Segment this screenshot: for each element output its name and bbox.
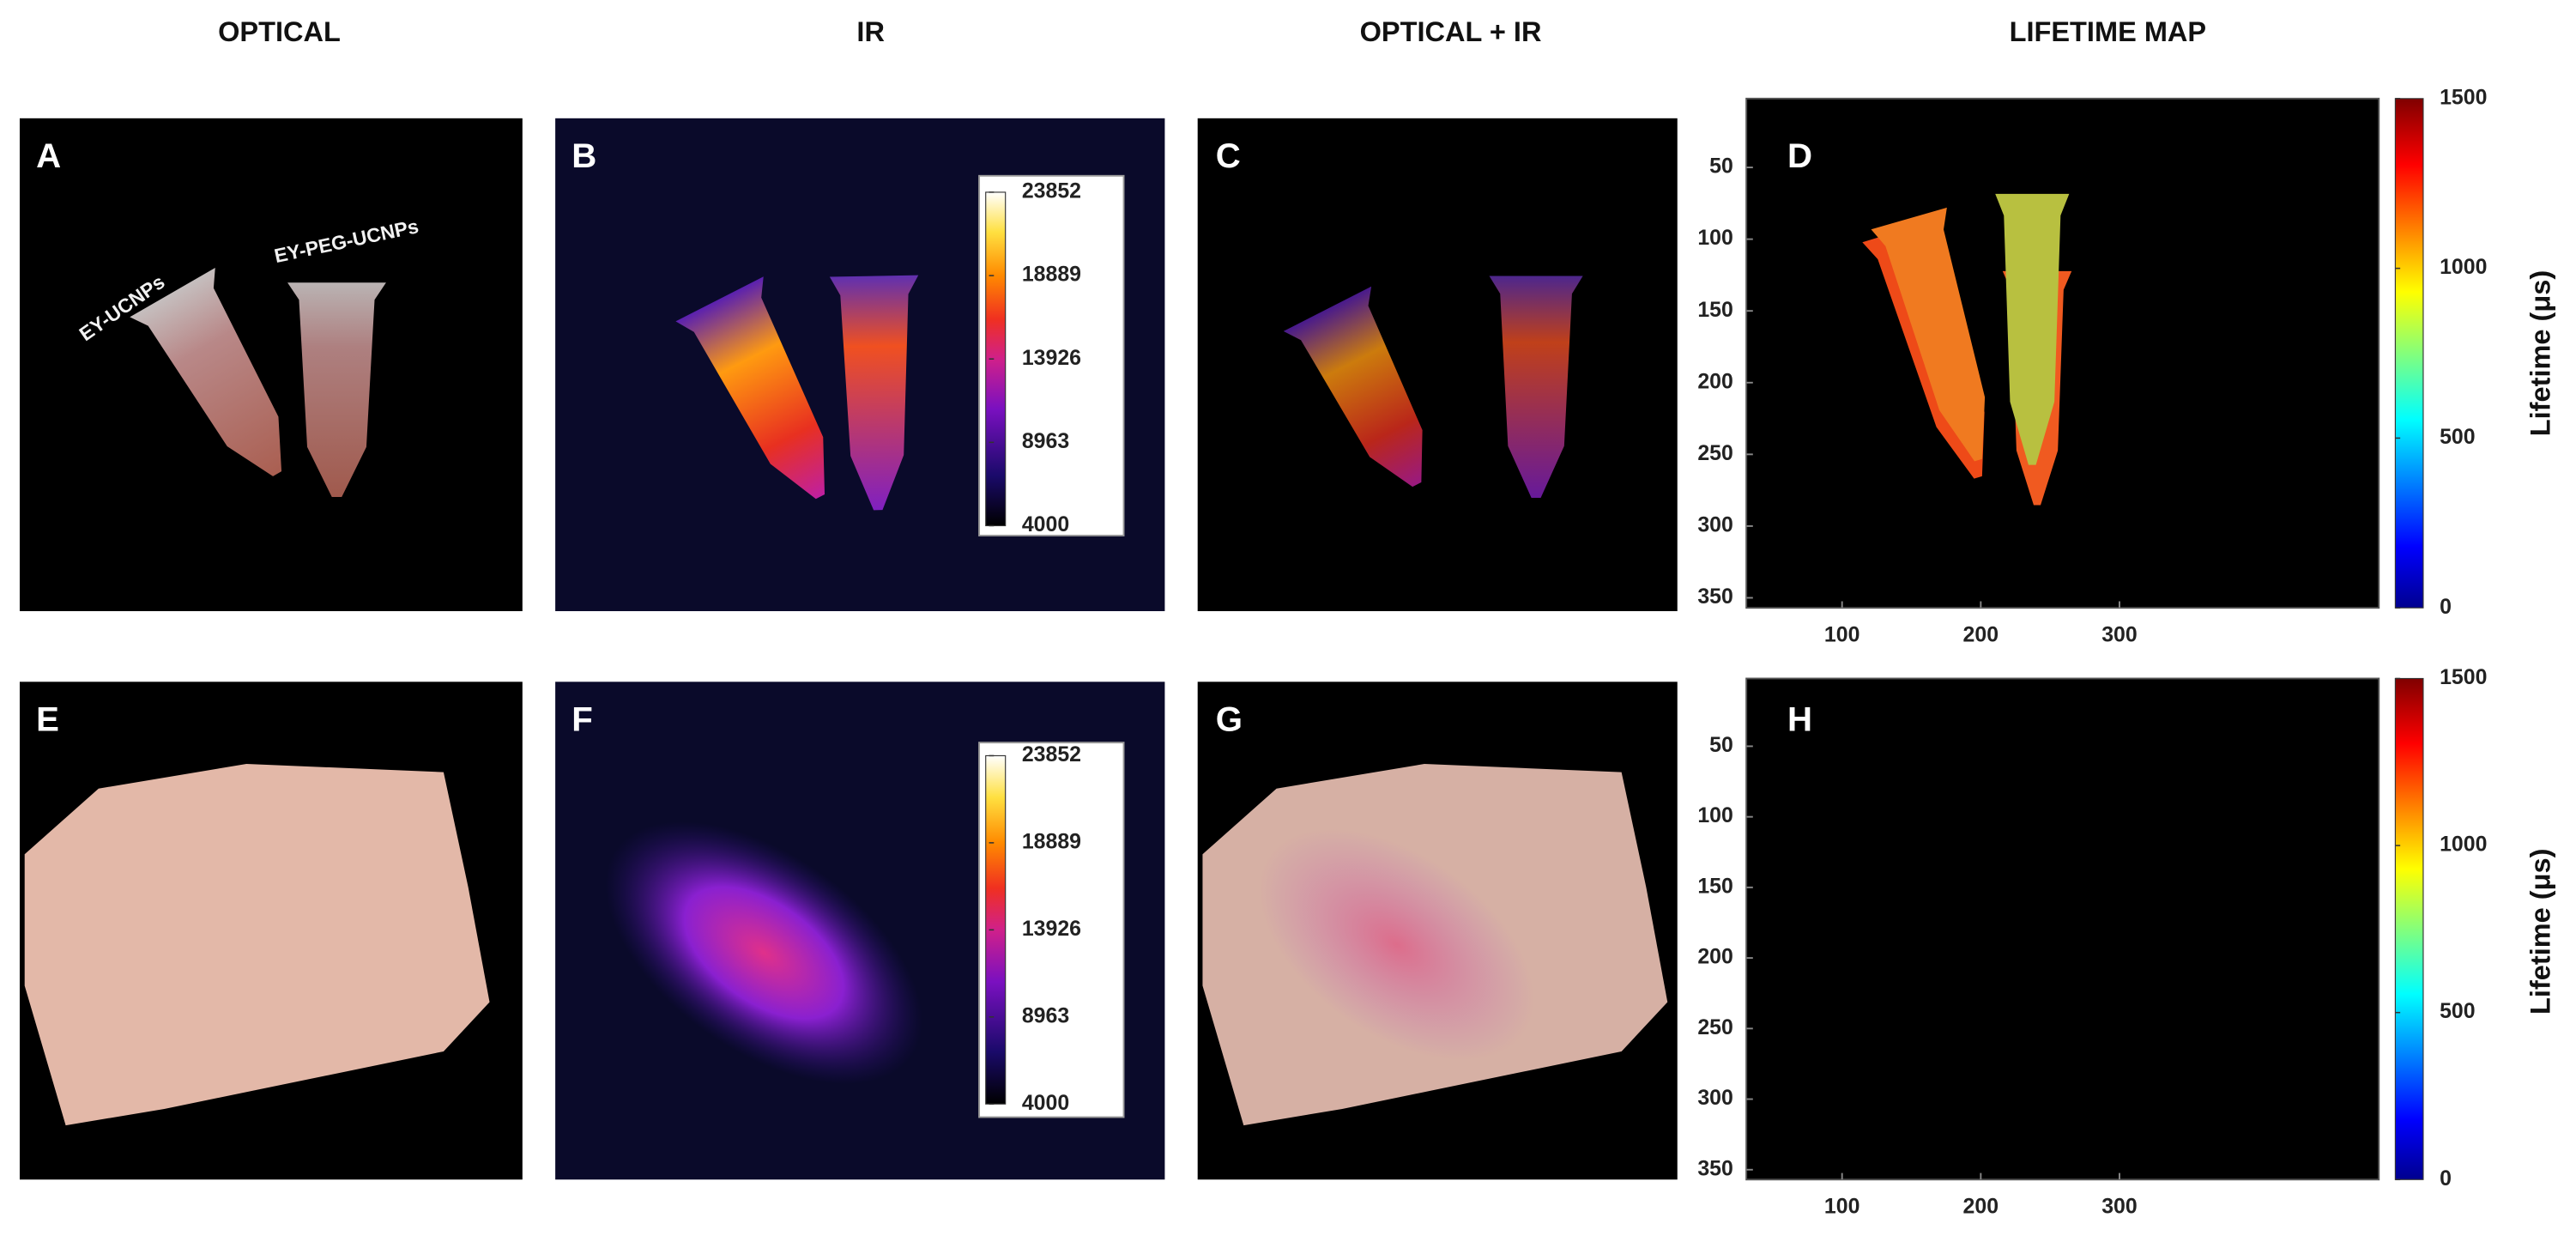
- panel-g: G: [1197, 682, 1678, 1180]
- y-tick-label: 100: [1697, 803, 1733, 827]
- colorbar-label: Lifetime (μs): [2525, 849, 2555, 1015]
- panel-label: H: [1787, 700, 1812, 739]
- panel-label: A: [36, 136, 61, 175]
- header: OPTICAL + IR: [1360, 16, 1542, 47]
- colorbar-tick-label: 4000: [1022, 512, 1069, 536]
- y-tick-label: 250: [1697, 441, 1733, 465]
- colorbar-tick-label: 500: [2440, 425, 2476, 449]
- colorbar-tick-label: 4000: [1022, 1091, 1069, 1115]
- colorbar-tick-label: 13926: [1022, 346, 1081, 370]
- colorbar-tick-label: 1000: [2440, 833, 2487, 857]
- colorbar-tick-label: 8963: [1022, 1003, 1069, 1027]
- colorbar-tick-label: 23852: [1022, 742, 1081, 766]
- panel-label: C: [1216, 136, 1241, 175]
- colorbar: [2394, 98, 2424, 609]
- colorbar-tick-label: 1000: [2440, 255, 2487, 279]
- panel-label: G: [1216, 700, 1243, 739]
- x-tick-label: 200: [1963, 1194, 1999, 1218]
- colorbar-tick-label: 1500: [2440, 665, 2487, 689]
- colorbar-tick-label: 8963: [1022, 429, 1069, 453]
- colorbar-tick-label: 18889: [1022, 829, 1081, 853]
- y-tick-label: 300: [1697, 1086, 1733, 1110]
- image: [1197, 118, 1678, 612]
- y-tick-label: 150: [1697, 874, 1733, 898]
- header: IR: [856, 16, 885, 47]
- x-tick-label: 300: [2101, 1194, 2138, 1218]
- panel-b: B: [555, 118, 1165, 612]
- colorbar-tick-label: 1500: [2440, 85, 2487, 109]
- glow: [1258, 828, 1535, 1061]
- panel-label: E: [36, 700, 59, 739]
- y-tick-label: 50: [1709, 154, 1733, 179]
- panel-label: B: [571, 136, 596, 175]
- panel-h: H Lifetime (μs): [1745, 193, 2555, 1181]
- panel-f: F: [555, 682, 1165, 1180]
- y-tick-label: 250: [1697, 1015, 1733, 1039]
- panel-a: A EY-UCNPs EY-PEG-UCNPs: [19, 118, 523, 612]
- panel-c: C: [1197, 118, 1678, 612]
- x-tick-label: 100: [1824, 622, 1860, 646]
- colorbar-tick-label: 0: [2440, 1166, 2452, 1191]
- colorbar-tick-label: 18889: [1022, 263, 1081, 287]
- glow: [605, 821, 922, 1085]
- headers: OPTICAL IR OPTICAL + IR LIFETIME MAP: [218, 16, 2206, 47]
- y-tick-label: 200: [1697, 945, 1733, 969]
- plot-area: [1745, 677, 2380, 1181]
- y-tick-label: 150: [1697, 298, 1733, 322]
- header: OPTICAL: [218, 16, 341, 47]
- y-tick-label: 200: [1697, 369, 1733, 393]
- y-tick-label: 50: [1709, 733, 1733, 757]
- y-tick-label: 350: [1697, 585, 1733, 609]
- colorbar: [985, 191, 1007, 527]
- colorbar-tick-label: 500: [2440, 999, 2476, 1023]
- header: LIFETIME MAP: [2010, 16, 2207, 47]
- colorbar-tick-label: 13926: [1022, 917, 1081, 941]
- plot-area: [1745, 97, 2380, 609]
- colorbar: [2394, 677, 2424, 1180]
- x-tick-label: 200: [1963, 622, 1999, 646]
- colorbar-tick-label: 0: [2440, 595, 2452, 619]
- y-tick-label: 300: [1697, 512, 1733, 536]
- panel-label: D: [1787, 136, 1812, 175]
- y-tick-label: 100: [1697, 226, 1733, 250]
- x-tick-label: 100: [1824, 1194, 1860, 1218]
- image: [19, 118, 523, 612]
- colorbar-label: Lifetime (μs): [2525, 270, 2555, 436]
- colorbar-tick-label: 23852: [1022, 179, 1081, 203]
- panel-d: D Lifetime (μs): [1745, 97, 2555, 609]
- panel-label: F: [571, 700, 593, 739]
- colorbar: [985, 754, 1007, 1105]
- y-tick-label: 350: [1697, 1156, 1733, 1180]
- panel-e: E: [19, 682, 523, 1180]
- x-tick-label: 300: [2101, 622, 2138, 646]
